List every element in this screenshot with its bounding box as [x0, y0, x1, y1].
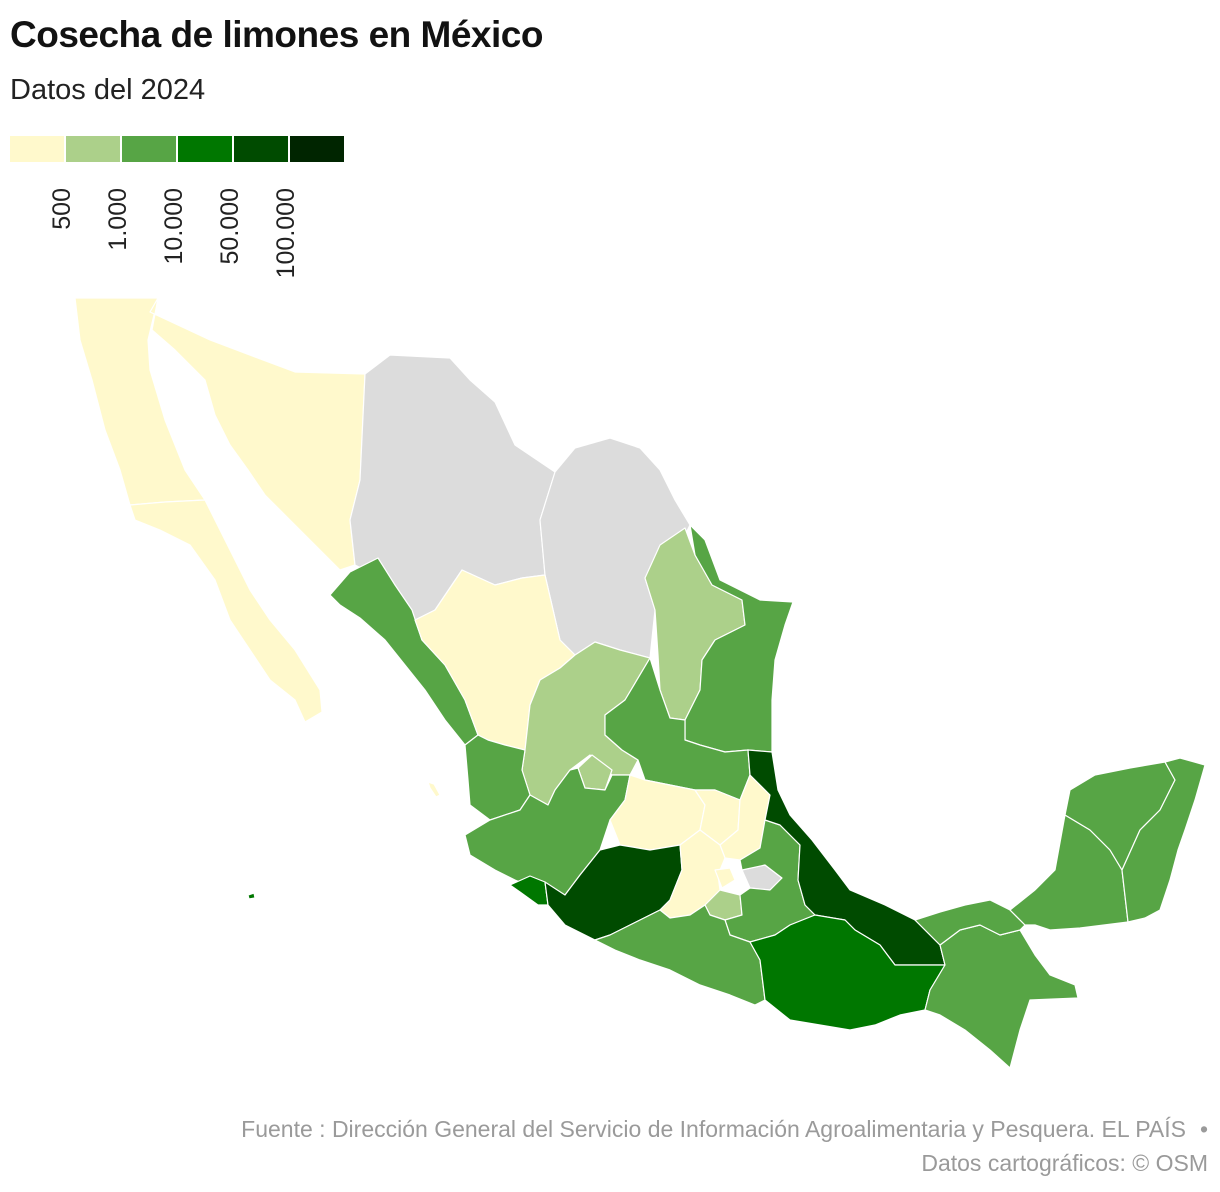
source-line-2: Datos cartográficos: © OSM — [921, 1150, 1208, 1176]
island-pacific-small — [427, 781, 441, 798]
source-line-1: Fuente : Dirección General del Servicio … — [241, 1112, 1208, 1146]
legend-swatches — [10, 136, 346, 162]
color-legend: 500 1.000 10.000 50.000 100.000 — [10, 136, 350, 286]
legend-tick-500: 500 — [48, 188, 76, 230]
state-baja-california-sur[interactable] — [129, 499, 323, 723]
legend-swatch-0 — [10, 136, 64, 162]
map-title: Cosecha de limones en México — [10, 14, 543, 55]
island-revillagigedo — [247, 892, 256, 900]
legend-swatch-2 — [122, 136, 176, 162]
legend-tick-1000: 1.000 — [104, 188, 132, 251]
legend-tick-10000: 10.000 — [160, 188, 188, 265]
state-quintana-roo[interactable] — [1121, 757, 1206, 923]
map-subtitle: Datos del 2024 — [10, 74, 206, 106]
legend-swatch-4 — [234, 136, 288, 162]
state-tabasco[interactable] — [914, 899, 1026, 946]
legend-swatch-1 — [66, 136, 120, 162]
mexico-choropleth-map — [74, 297, 1206, 1069]
source-separator: • — [1199, 1116, 1208, 1142]
state-guerrero[interactable] — [594, 904, 766, 1006]
legend-tick-100000: 100.000 — [272, 188, 300, 279]
legend-tick-50000: 50.000 — [216, 188, 244, 265]
state-sonora[interactable] — [149, 297, 366, 571]
legend-swatch-5 — [290, 136, 344, 162]
source-credits: Fuente : Dirección General del Servicio … — [241, 1112, 1208, 1180]
legend-swatch-3 — [178, 136, 232, 162]
source-text: Fuente : Dirección General del Servicio … — [241, 1116, 1186, 1142]
state-chiapas[interactable] — [924, 924, 1079, 1069]
state-ciudad-de-mexico[interactable] — [714, 867, 736, 889]
